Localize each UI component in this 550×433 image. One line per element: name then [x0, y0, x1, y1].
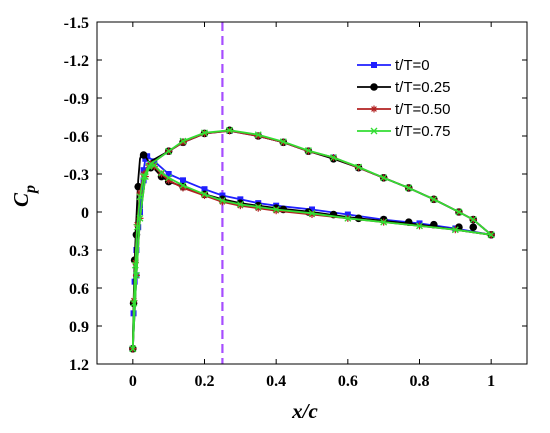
series-3-point — [308, 209, 316, 217]
series-3-point — [451, 226, 459, 234]
series-3-point — [236, 200, 244, 208]
legend-marker — [370, 83, 378, 91]
x-tick-label: 1 — [487, 373, 495, 390]
legend-item-2: t/T=0.50 — [357, 101, 450, 118]
series-3-point — [218, 197, 226, 205]
legend-marker — [371, 62, 377, 68]
series-3-point — [165, 174, 173, 182]
series-3-point — [430, 195, 438, 203]
x-tick-label: 0.8 — [410, 373, 430, 390]
series-3-point — [272, 206, 280, 213]
series-3-point — [469, 216, 477, 224]
y-axis-title-main: C — [9, 192, 33, 207]
series-3-point — [201, 190, 208, 198]
series-0-point — [344, 211, 351, 218]
y-tick-label: -1.5 — [64, 15, 89, 32]
series-3-point — [179, 181, 187, 189]
y-axis-title: Cp — [9, 185, 39, 207]
x-tick-label: 0.4 — [266, 373, 286, 390]
legend-item-0: t/T=0 — [357, 57, 430, 74]
series-0-point — [309, 206, 315, 213]
series-3-point — [487, 231, 495, 239]
series-0-point — [165, 171, 172, 177]
series-3-point — [136, 214, 144, 222]
x-axis-title: x/c — [291, 399, 318, 423]
y-tick-label: 0.3 — [69, 243, 89, 260]
series-3-point — [131, 261, 139, 269]
series-3-point — [380, 218, 388, 226]
y-tick-label: -0.9 — [64, 91, 89, 108]
series-3 — [129, 126, 495, 353]
series-3-point — [130, 299, 138, 307]
series-3-point — [226, 126, 234, 134]
series-3-point — [201, 129, 208, 137]
series-3-point — [304, 147, 312, 155]
series-3-point — [132, 271, 140, 279]
legend-marker — [370, 127, 378, 135]
series-3-point — [165, 147, 173, 155]
x-tick-label: 0.2 — [195, 373, 215, 390]
y-tick-label: -1.2 — [64, 53, 89, 70]
x-tick-label: 0 — [129, 373, 137, 390]
series-1-point — [469, 223, 478, 231]
series-3-point — [129, 345, 137, 353]
series-3-point — [179, 137, 187, 145]
legend-label: t/T=0 — [395, 57, 430, 74]
series-0-point — [144, 153, 151, 160]
series-3-point — [141, 173, 149, 180]
x-tick-label: 0.6 — [338, 373, 358, 390]
series-0-point — [201, 186, 208, 193]
series-3-lower-surface-line — [131, 164, 492, 349]
y-axis-title-sub: p — [22, 185, 39, 195]
svg-text:Cp: Cp — [9, 185, 39, 207]
legend-item-1: t/T=0.25 — [357, 79, 450, 96]
series-3-point — [254, 203, 262, 211]
y-tick-label: -0.3 — [64, 167, 89, 184]
series-3-point — [416, 222, 423, 230]
series-1-point — [139, 151, 148, 159]
plot-frame — [96, 21, 528, 365]
series-0-point — [180, 177, 186, 184]
y-tick-label: 1.2 — [69, 357, 89, 374]
series-3-point — [147, 160, 155, 168]
series-3-point — [405, 184, 413, 192]
legend-label: t/T=0.75 — [395, 123, 450, 140]
legend-item-3: t/T=0.75 — [357, 123, 450, 140]
series-0-point — [237, 196, 244, 203]
plot-background — [97, 22, 527, 364]
y-tick-label: 0.9 — [69, 319, 89, 336]
series-3-point — [140, 173, 148, 180]
legend-label: t/T=0.25 — [395, 79, 450, 96]
series-3-point — [380, 174, 388, 182]
series-3-point — [355, 163, 363, 171]
series-3-point — [133, 223, 141, 231]
y-tick-label: 0 — [81, 205, 89, 222]
series-3-point — [344, 214, 352, 222]
series-3-point — [254, 131, 262, 139]
series-0-point — [135, 224, 142, 231]
y-tick-label: 0.6 — [69, 281, 89, 298]
legend: t/T=0 t/T=0.25 t/T=0.50 t/T=0.75 — [357, 57, 450, 140]
series-0-lower-surface-line — [131, 155, 492, 349]
y-tick-label: -0.6 — [64, 129, 89, 146]
series-3-point — [158, 169, 165, 177]
series-3-point — [279, 138, 287, 146]
legend-label: t/T=0.50 — [395, 101, 450, 118]
series-0-point — [140, 167, 147, 174]
series-3-point — [136, 193, 144, 201]
legend-marker — [370, 105, 378, 113]
series-3-point — [330, 154, 337, 161]
series-3-point — [455, 208, 463, 216]
